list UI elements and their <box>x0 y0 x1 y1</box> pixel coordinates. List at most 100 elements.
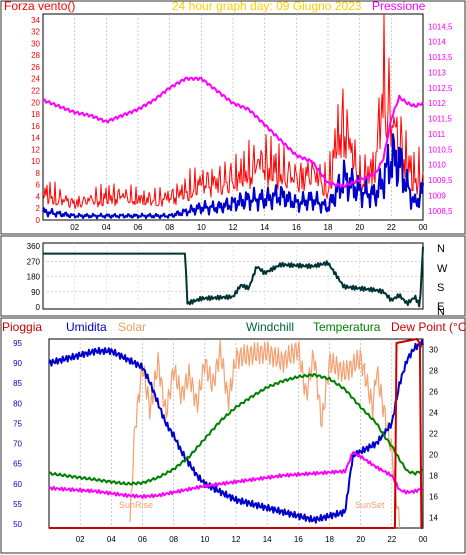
left-tick-label: 0 <box>36 303 41 312</box>
compass-label: N <box>437 306 445 318</box>
x-tick-label: 02 <box>76 535 85 544</box>
left-tick-label: 20 <box>31 98 40 107</box>
x-tick-label: 02 <box>70 223 79 232</box>
x-tick-label: 12 <box>232 535 241 544</box>
right-axis-ticks: 1014,5 1014 1013,5 1013 1012,5 1012 1011,5 1011… <box>428 22 453 215</box>
series-group <box>48 338 424 529</box>
left-tick-label: 60 <box>13 480 22 489</box>
chart-title: 24 hour graph day: 09 Giugno 2023 <box>172 0 362 13</box>
sunrise-label: SunRise <box>119 500 153 510</box>
left-tick-label: 24 <box>31 75 40 84</box>
left-tick-label: 65 <box>13 460 22 469</box>
humidity-label: Umidita <box>66 320 107 334</box>
pressure-line <box>42 76 424 188</box>
right-tick-label: 28 <box>429 367 438 376</box>
right-tick-label: 1011,5 <box>428 115 452 124</box>
left-tick-label: 34 <box>31 16 40 25</box>
left-tick-label: 8 <box>36 169 41 178</box>
x-tick-label: 04 <box>102 223 111 232</box>
right-tick-label: 1013,5 <box>428 53 453 62</box>
right-tick-label: 22 <box>429 430 438 439</box>
right-tick-label: 1011 <box>428 130 446 139</box>
left-tick-label: 70 <box>13 440 22 449</box>
temperature-label: Temperatura <box>313 320 381 334</box>
right-tick-label: 18 <box>429 472 438 481</box>
right-axis-title: Pressione <box>372 0 426 13</box>
left-tick-label: 10 <box>31 157 40 166</box>
left-tick-label: 32 <box>31 28 40 37</box>
x-tick-label: 08 <box>165 223 174 232</box>
left-tick-label: 2 <box>36 204 41 213</box>
right-tick-label: 26 <box>429 388 438 397</box>
rain-line <box>49 338 423 529</box>
x-tick-label: 06 <box>134 223 143 232</box>
temperature-line <box>48 372 424 486</box>
speed-line <box>42 133 424 220</box>
left-tick-label: 55 <box>13 500 22 509</box>
x-tick-label: 14 <box>260 223 269 232</box>
right-tick-label: 1014 <box>428 38 446 47</box>
x-tick-label: 04 <box>107 535 116 544</box>
x-tick-label: 16 <box>292 223 301 232</box>
left-tick-label: 18 <box>31 110 40 119</box>
left-tick-label: 85 <box>13 379 22 388</box>
sunset-label: SunSet <box>355 500 385 510</box>
x-tick-label: 22 <box>387 223 396 232</box>
gust-line <box>42 13 424 210</box>
left-axis-ticks: 95 90 85 80 75 70 65 60 55 50 <box>13 339 22 529</box>
left-tick-label: 16 <box>31 122 40 131</box>
x-tick-label: 16 <box>294 535 303 544</box>
series-group <box>43 246 424 308</box>
compass-label: S <box>437 282 444 294</box>
x-tick-label: 22 <box>387 535 396 544</box>
right-tick-label: 30 <box>429 346 438 355</box>
x-tick-label: 18 <box>325 535 334 544</box>
series-group <box>42 13 424 220</box>
right-axis-ticks: 30 28 26 24 22 20 18 16 14 <box>429 346 438 523</box>
x-tick-label: 12 <box>229 223 238 232</box>
x-tick-label: 18 <box>324 223 333 232</box>
left-tick-label: 30 <box>31 39 40 48</box>
windchill-label: Windchill <box>246 320 294 334</box>
x-tick-label: 08 <box>169 535 178 544</box>
left-tick-label: 26 <box>31 63 40 72</box>
humidity-line <box>48 339 424 524</box>
x-tick-label: 10 <box>200 535 209 544</box>
grid-lines <box>43 246 423 307</box>
dewpoint-label: Dew Point (°C) <box>391 320 466 334</box>
left-tick-label: 28 <box>31 51 40 60</box>
wind-direction-line <box>43 246 424 308</box>
left-tick-label: 360 <box>27 242 41 251</box>
right-tick-label: 1012,5 <box>428 84 453 93</box>
right-tick-label: 14 <box>429 514 438 523</box>
x-tick-label: 20 <box>355 223 364 232</box>
left-tick-label: 95 <box>13 339 22 348</box>
x-tick-label: 10 <box>197 223 206 232</box>
rain-label: Pioggia <box>2 320 42 334</box>
left-tick-label: 180 <box>27 273 41 282</box>
compass-label: E <box>437 301 444 313</box>
left-tick-label: 12 <box>31 145 40 154</box>
left-tick-label: 0 <box>36 216 41 225</box>
left-tick-label: 80 <box>13 399 22 408</box>
x-tick-label: 14 <box>263 535 272 544</box>
right-tick-label: 16 <box>429 493 438 502</box>
right-tick-label: 1013 <box>428 68 446 77</box>
left-tick-label: 270 <box>27 257 41 266</box>
x-axis-ticks: 02 04 06 08 10 12 14 16 18 20 22 00 <box>76 535 428 544</box>
x-axis-ticks: 02 04 06 08 10 12 14 16 18 20 22 00 <box>70 223 428 232</box>
right-tick-label: 1008,5 <box>428 207 453 216</box>
left-tick-label: 4 <box>36 192 41 201</box>
solar-label: Solar <box>118 320 146 334</box>
left-tick-label: 90 <box>31 288 40 297</box>
x-tick-label: 00 <box>419 535 428 544</box>
left-tick-label: 90 <box>13 359 22 368</box>
right-tick-label: 1009,5 <box>428 176 453 185</box>
right-tick-label: 20 <box>429 451 438 460</box>
left-tick-label: 14 <box>31 134 40 143</box>
left-axis-title: Forza vento() <box>4 0 75 13</box>
x-tick-label: 20 <box>356 535 365 544</box>
